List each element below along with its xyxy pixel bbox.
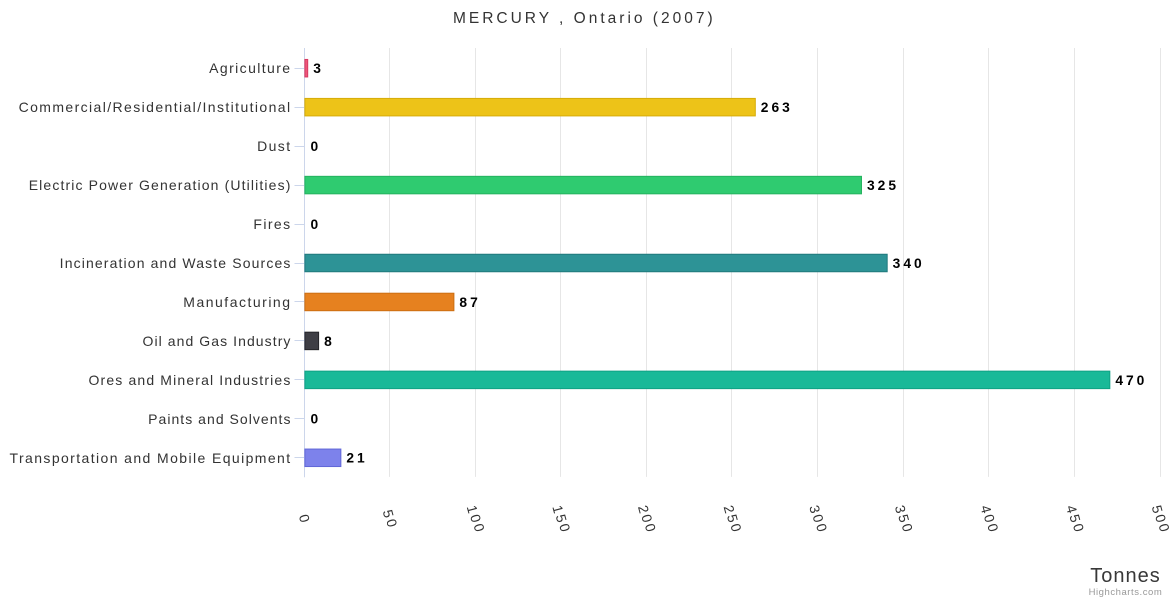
svg-text:0: 0 — [311, 217, 322, 232]
svg-text:0: 0 — [383, 517, 400, 529]
svg-text:4: 4 — [1063, 504, 1080, 516]
svg-text:0: 0 — [642, 522, 659, 534]
svg-text:0: 0 — [984, 522, 1001, 534]
svg-text:3: 3 — [806, 504, 823, 516]
svg-text:0: 0 — [1152, 513, 1169, 525]
svg-text:Tonnes: Tonnes — [1090, 565, 1161, 587]
svg-text:5: 5 — [895, 513, 912, 525]
svg-text:Electric Power Generation (Uti: Electric Power Generation (Utilities) — [29, 177, 292, 193]
svg-text:Transportation and Mobile Equi: Transportation and Mobile Equipment — [10, 450, 292, 466]
svg-text:Incineration and Waste Sources: Incineration and Waste Sources — [60, 255, 292, 271]
svg-text:5: 5 — [1149, 504, 1166, 516]
svg-text:Highcharts.com: Highcharts.com — [1089, 587, 1163, 598]
svg-text:470: 470 — [1115, 373, 1147, 388]
svg-text:1: 1 — [464, 504, 480, 515]
svg-text:3: 3 — [313, 61, 324, 76]
svg-text:263: 263 — [761, 100, 793, 115]
svg-text:0: 0 — [810, 513, 827, 525]
svg-text:2: 2 — [635, 504, 651, 515]
svg-text:340: 340 — [893, 256, 925, 271]
svg-text:0: 0 — [1156, 522, 1170, 534]
svg-text:0: 0 — [638, 513, 655, 525]
svg-text:21: 21 — [346, 451, 367, 466]
svg-text:Commercial/Residential/Institu: Commercial/Residential/Institutional — [19, 99, 292, 115]
svg-text:5: 5 — [553, 513, 570, 525]
svg-text:3: 3 — [892, 504, 909, 516]
svg-text:MERCURY , Ontario (2007): MERCURY , Ontario (2007) — [453, 10, 716, 27]
svg-text:Agriculture: Agriculture — [209, 60, 291, 76]
svg-text:0: 0 — [727, 522, 744, 534]
svg-text:Dust: Dust — [257, 138, 291, 154]
svg-text:Oil and Gas Industry: Oil and Gas Industry — [142, 333, 291, 349]
svg-text:1: 1 — [549, 504, 565, 515]
svg-text:0: 0 — [556, 522, 573, 534]
svg-text:0: 0 — [813, 522, 830, 534]
svg-text:4: 4 — [977, 504, 994, 516]
svg-text:5: 5 — [380, 508, 397, 520]
svg-text:5: 5 — [724, 513, 741, 525]
svg-text:Paints and Solvents: Paints and Solvents — [148, 411, 291, 427]
svg-text:8: 8 — [324, 334, 335, 349]
svg-text:0: 0 — [296, 513, 313, 525]
svg-text:2: 2 — [721, 504, 737, 515]
svg-text:0: 0 — [311, 412, 322, 427]
svg-text:Ores and Mineral Industries: Ores and Mineral Industries — [88, 372, 291, 388]
svg-text:0: 0 — [471, 522, 488, 534]
svg-text:5: 5 — [1067, 513, 1084, 525]
svg-text:0: 0 — [899, 522, 916, 534]
svg-text:0: 0 — [467, 513, 484, 525]
svg-text:Fires: Fires — [253, 216, 291, 232]
svg-text:0: 0 — [1070, 522, 1087, 534]
svg-text:87: 87 — [459, 295, 480, 310]
svg-text:0: 0 — [981, 513, 998, 525]
svg-text:0: 0 — [311, 139, 322, 154]
svg-text:325: 325 — [867, 178, 899, 193]
svg-text:Manufacturing: Manufacturing — [183, 294, 291, 310]
